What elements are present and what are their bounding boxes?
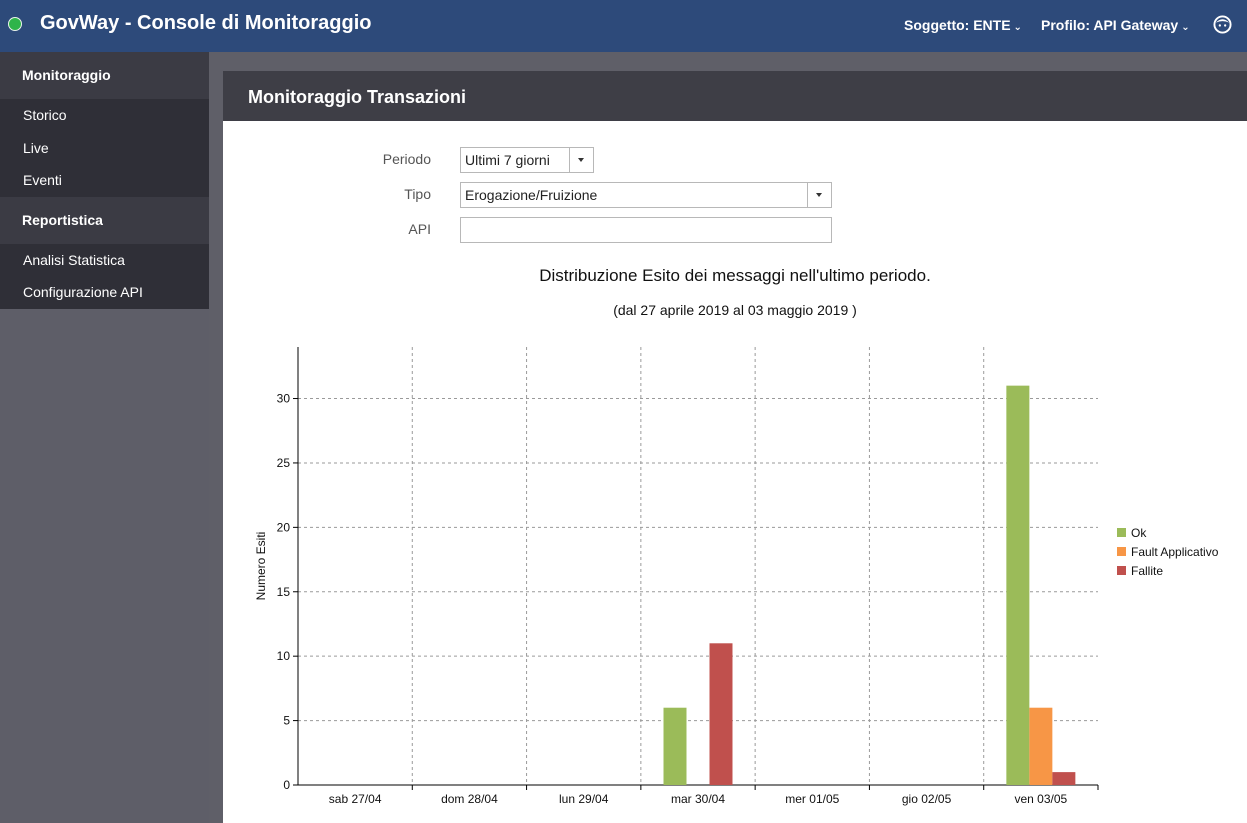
y-tick-label: 15	[277, 585, 291, 599]
chart-subtitle: (dal 27 aprile 2019 al 03 maggio 2019 )	[613, 302, 857, 318]
sidebar-section-reportistica: Reportistica	[0, 196, 209, 244]
y-tick-label: 5	[283, 714, 290, 728]
sidebar-item-eventi[interactable]: Eventi	[0, 164, 209, 197]
tipo-row: Tipo Erogazione/Fruizione	[223, 182, 1247, 208]
api-row: API	[223, 217, 1247, 243]
y-tick-label: 25	[277, 456, 291, 470]
soggetto-menu[interactable]: Soggetto: ENTE ⌄	[904, 17, 1022, 33]
bar-fault-applicativo	[1029, 707, 1053, 785]
x-tick-label: sab 27/04	[329, 792, 382, 806]
sidebar-item-configurazione-api[interactable]: Configurazione API	[0, 276, 209, 309]
periodo-value: Ultimi 7 giorni	[465, 152, 550, 168]
legend-label: Ok	[1131, 526, 1147, 540]
user-icon[interactable]	[1213, 15, 1232, 34]
bar-ok	[663, 707, 687, 785]
bar-ok	[1006, 385, 1030, 785]
y-tick-label: 0	[283, 778, 290, 792]
app-title: GovWay - Console di Monitoraggio	[40, 12, 372, 34]
y-tick-label: 20	[277, 520, 291, 534]
status-indicator	[8, 17, 22, 31]
main-panel: Monitoraggio Transazioni Periodo Ultimi …	[223, 71, 1247, 823]
chevron-down-icon: ⌄	[1013, 22, 1022, 33]
periodo-select[interactable]: Ultimi 7 giorni	[460, 147, 594, 173]
tipo-select[interactable]: Erogazione/Fruizione	[460, 182, 832, 208]
bar-fallite	[1052, 772, 1076, 785]
sidebar: Monitoraggio Storico Live Eventi Reporti…	[0, 52, 209, 823]
api-input[interactable]	[460, 217, 832, 243]
y-axis-label: Numero Esiti	[254, 532, 268, 601]
x-tick-label: gio 02/05	[902, 792, 952, 806]
legend-label: Fallite	[1131, 564, 1163, 578]
page-title: Monitoraggio Transazioni	[223, 71, 1247, 121]
legend-swatch	[1117, 566, 1126, 575]
soggetto-label: Soggetto: ENTE	[904, 17, 1011, 33]
chart-title: Distribuzione Esito dei messaggi nell'ul…	[539, 266, 931, 285]
sidebar-section-monitoraggio: Monitoraggio	[0, 52, 209, 99]
y-tick-label: 30	[277, 392, 291, 406]
legend-label: Fault Applicativo	[1131, 545, 1219, 559]
x-tick-label: mar 30/04	[671, 792, 725, 806]
x-tick-label: ven 03/05	[1014, 792, 1067, 806]
dropdown-arrow-icon[interactable]	[569, 148, 593, 172]
profilo-menu[interactable]: Profilo: API Gateway ⌄	[1041, 17, 1190, 33]
bar-fallite	[709, 643, 733, 785]
sidebar-item-storico[interactable]: Storico	[0, 99, 209, 132]
legend-swatch	[1117, 528, 1126, 537]
dropdown-arrow-icon[interactable]	[807, 183, 831, 207]
sidebar-item-live[interactable]: Live	[0, 131, 209, 164]
tipo-label: Tipo	[404, 186, 431, 202]
chevron-down-icon: ⌄	[1181, 22, 1190, 33]
x-tick-label: mer 01/05	[785, 792, 839, 806]
top-bar: GovWay - Console di Monitoraggio Soggett…	[0, 0, 1247, 52]
x-tick-label: lun 29/04	[559, 792, 609, 806]
profilo-label: Profilo: API Gateway	[1041, 17, 1179, 33]
periodo-row: Periodo Ultimi 7 giorni	[223, 147, 1247, 173]
tipo-value: Erogazione/Fruizione	[465, 187, 598, 203]
api-label: API	[408, 221, 431, 237]
y-tick-label: 10	[277, 649, 291, 663]
legend-swatch	[1117, 547, 1126, 556]
periodo-label: Periodo	[382, 151, 431, 167]
x-tick-label: dom 28/04	[441, 792, 498, 806]
sidebar-item-analisi-statistica[interactable]: Analisi Statistica	[0, 243, 209, 276]
